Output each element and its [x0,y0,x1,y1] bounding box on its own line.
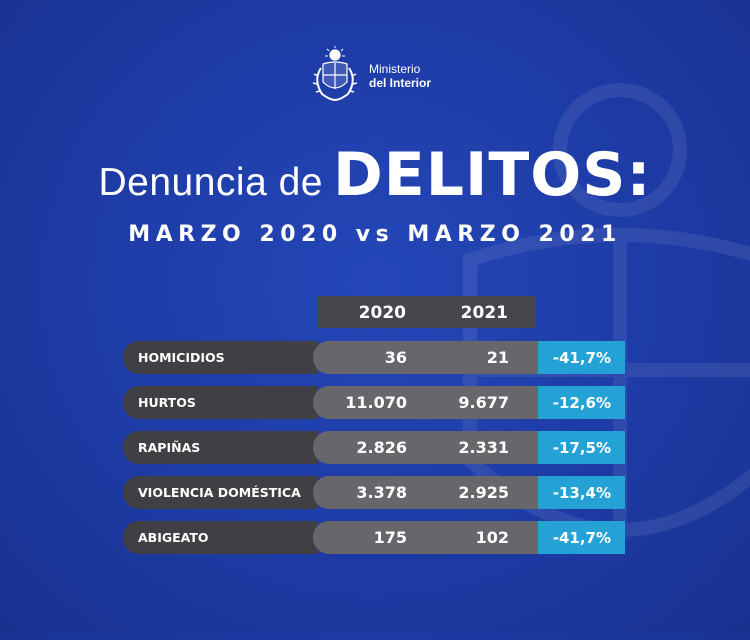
change-value: -12,6% [552,394,611,412]
value-2021: 2.925 [458,483,509,502]
category-cell: VIOLENCIA DOMÉSTICA [123,476,318,509]
page-subtitle: MARZO 2020 vs MARZO 2021 [128,222,622,247]
ministry-logo: Ministerio del Interior [310,46,450,106]
value-cells: 36 21 [313,341,538,374]
change-cell: -41,7% [538,341,625,374]
logo-line-del-interior: del Interior [369,76,432,90]
table-row: HOMICIDIOS 36 21 -41,7% [123,341,625,374]
value-2021: 21 [486,348,509,367]
change-cell: -12,6% [538,386,625,419]
change-value: -13,4% [552,484,611,502]
value-cells: 2.826 2.331 [313,431,538,464]
table-row: RAPIÑAS 2.826 2.331 -17,5% [123,431,625,464]
category-label: ABIGEATO [138,530,209,545]
coat-of-arms-icon [312,46,358,102]
title-light: Denuncia de [98,161,323,204]
table-row: ABIGEATO 175 102 -41,7% [123,521,625,554]
table-header: 2020 2021 [318,296,536,328]
value-2021: 102 [475,528,509,547]
title-heavy: DELITOS: [333,140,652,210]
category-label: HOMICIDIOS [138,350,225,365]
value-2021: 9.677 [458,393,509,412]
change-value: -41,7% [552,529,611,547]
value-2020: 3.378 [356,483,407,502]
change-cell: -41,7% [538,521,625,554]
logo-line-ministerio: Ministerio [369,62,421,76]
category-label: RAPIÑAS [138,440,201,455]
value-cells: 175 102 [313,521,538,554]
category-cell: ABIGEATO [123,521,318,554]
category-cell: HOMICIDIOS [123,341,318,374]
table-row: HURTOS 11.070 9.677 -12,6% [123,386,625,419]
table-row: VIOLENCIA DOMÉSTICA 3.378 2.925 -13,4% [123,476,625,509]
category-cell: HURTOS [123,386,318,419]
change-value: -41,7% [552,349,611,367]
value-2020: 175 [373,528,407,547]
value-2020: 2.826 [356,438,407,457]
value-cells: 3.378 2.925 [313,476,538,509]
page-title: Denuncia de DELITOS: [0,140,750,210]
change-cell: -17,5% [538,431,625,464]
category-label: HURTOS [138,395,196,410]
column-header-2020: 2020 [358,303,406,323]
value-cells: 11.070 9.677 [313,386,538,419]
column-header-2021: 2021 [460,303,508,323]
change-cell: -13,4% [538,476,625,509]
value-2020: 11.070 [345,393,407,412]
category-label: VIOLENCIA DOMÉSTICA [138,485,301,500]
category-cell: RAPIÑAS [123,431,318,464]
change-value: -17,5% [552,439,611,457]
value-2020: 36 [384,348,407,367]
value-2021: 2.331 [458,438,509,457]
